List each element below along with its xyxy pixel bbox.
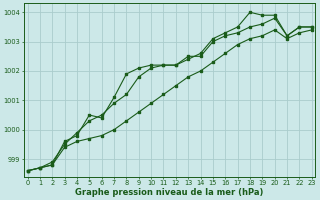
X-axis label: Graphe pression niveau de la mer (hPa): Graphe pression niveau de la mer (hPa) xyxy=(76,188,264,197)
